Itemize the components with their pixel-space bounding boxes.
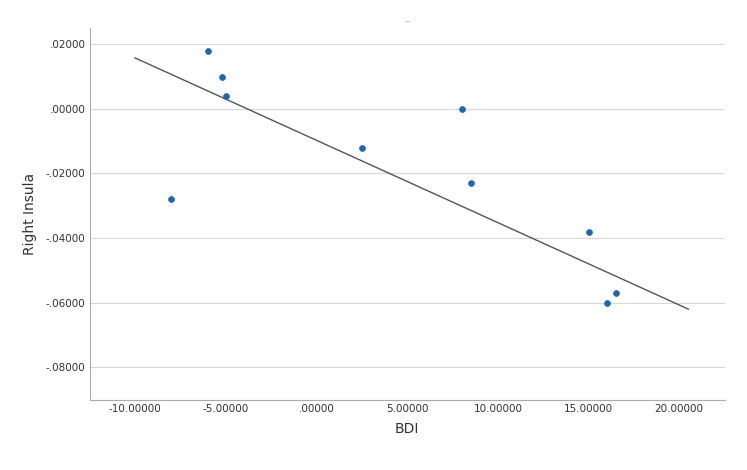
Point <box>456 105 468 112</box>
Point <box>165 196 177 203</box>
Point <box>220 92 232 100</box>
Point <box>601 299 613 306</box>
Y-axis label: Right Insula: Right Insula <box>23 173 37 255</box>
Point <box>610 289 622 297</box>
X-axis label: BDI: BDI <box>395 422 419 436</box>
Point <box>216 73 228 80</box>
Point <box>465 180 477 187</box>
Point <box>356 144 368 151</box>
Title: –: – <box>405 16 409 26</box>
Point <box>583 228 595 235</box>
Point <box>202 47 214 55</box>
